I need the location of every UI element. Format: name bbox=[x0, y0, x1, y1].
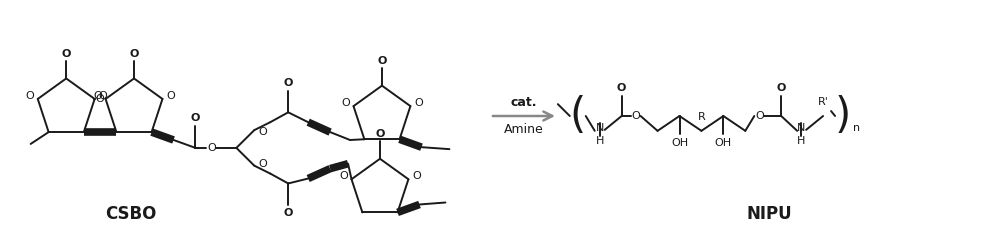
Text: O: O bbox=[412, 171, 421, 181]
Text: O: O bbox=[191, 113, 200, 123]
Text: OH: OH bbox=[715, 138, 732, 148]
Text: O: O bbox=[98, 91, 107, 101]
Text: NIPU: NIPU bbox=[746, 205, 792, 223]
Text: n: n bbox=[853, 123, 861, 133]
Text: O: O bbox=[755, 111, 764, 121]
Text: H: H bbox=[596, 136, 604, 146]
Text: O: O bbox=[375, 129, 385, 139]
Text: R: R bbox=[698, 112, 705, 122]
Text: Amine: Amine bbox=[504, 123, 544, 136]
Text: O: O bbox=[414, 98, 423, 108]
Text: O: O bbox=[777, 83, 786, 93]
Text: (: ( bbox=[570, 95, 586, 137]
Text: ): ) bbox=[835, 95, 851, 137]
Text: O: O bbox=[258, 127, 267, 137]
Text: N: N bbox=[596, 123, 604, 133]
Text: O: O bbox=[339, 171, 348, 181]
Text: O: O bbox=[284, 208, 293, 218]
Text: N: N bbox=[797, 123, 805, 133]
Text: OH: OH bbox=[671, 138, 688, 148]
Text: O: O bbox=[166, 91, 175, 101]
Text: O: O bbox=[93, 91, 102, 101]
Text: O: O bbox=[631, 111, 640, 121]
Text: O: O bbox=[258, 159, 267, 169]
Text: O: O bbox=[62, 49, 71, 59]
Text: CSBO: CSBO bbox=[105, 205, 157, 223]
Text: cat.: cat. bbox=[511, 96, 537, 109]
Text: O: O bbox=[617, 83, 626, 93]
Text: O: O bbox=[377, 56, 387, 66]
Text: R': R' bbox=[818, 97, 829, 107]
Text: O: O bbox=[207, 143, 216, 153]
Text: O: O bbox=[341, 98, 350, 108]
Text: O: O bbox=[25, 91, 34, 101]
Text: O: O bbox=[129, 49, 139, 59]
Text: H: H bbox=[797, 136, 805, 146]
Text: O: O bbox=[96, 94, 104, 104]
Text: O: O bbox=[284, 78, 293, 88]
